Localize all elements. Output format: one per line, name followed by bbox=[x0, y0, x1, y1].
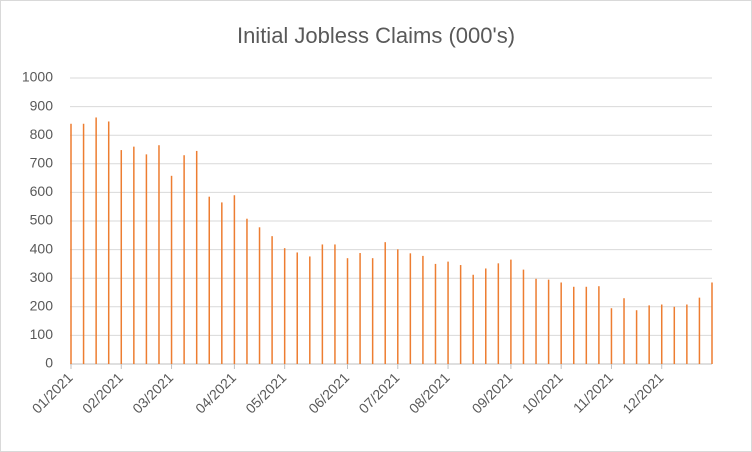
y-tick-label: 900 bbox=[30, 97, 54, 113]
bar bbox=[371, 258, 374, 364]
bar bbox=[497, 263, 500, 364]
bar bbox=[107, 121, 110, 364]
bar bbox=[422, 255, 424, 364]
bar bbox=[309, 256, 311, 364]
y-tick-label: 500 bbox=[30, 212, 54, 228]
y-tick-label: 1000 bbox=[22, 69, 53, 85]
bar bbox=[283, 248, 286, 364]
bar bbox=[271, 236, 273, 364]
bar bbox=[510, 259, 512, 364]
bar bbox=[158, 145, 160, 364]
y-tick-label: 0 bbox=[45, 355, 53, 371]
bar bbox=[623, 298, 625, 364]
y-tick-label: 700 bbox=[30, 155, 54, 171]
bar bbox=[485, 268, 487, 364]
bar bbox=[170, 175, 173, 364]
bar bbox=[397, 249, 399, 364]
bar bbox=[560, 282, 562, 364]
y-tick-label: 200 bbox=[30, 298, 54, 314]
bar bbox=[522, 269, 525, 364]
bar bbox=[409, 253, 412, 364]
chart-title: Initial Jobless Claims (000's) bbox=[237, 23, 515, 48]
bar bbox=[686, 304, 688, 364]
bar bbox=[70, 123, 72, 364]
bar bbox=[535, 278, 537, 364]
y-tick-label: 400 bbox=[30, 240, 54, 256]
bar bbox=[246, 218, 248, 364]
bar bbox=[120, 150, 123, 364]
bar bbox=[673, 306, 676, 364]
bar bbox=[459, 265, 462, 364]
bar bbox=[233, 195, 236, 364]
bar bbox=[145, 154, 148, 364]
bar bbox=[195, 150, 198, 364]
bar bbox=[711, 282, 713, 364]
bar bbox=[321, 244, 324, 364]
bar bbox=[635, 310, 638, 364]
y-tick-label: 300 bbox=[30, 269, 54, 285]
bar bbox=[660, 304, 663, 364]
y-tick-label: 100 bbox=[30, 326, 54, 342]
bar bbox=[346, 258, 349, 364]
y-tick-label: 800 bbox=[30, 126, 54, 142]
bar bbox=[133, 146, 135, 364]
bar bbox=[258, 227, 261, 364]
bar bbox=[547, 279, 550, 364]
bar bbox=[221, 202, 223, 364]
bar bbox=[610, 308, 613, 364]
bar bbox=[447, 261, 449, 364]
bar bbox=[359, 253, 361, 364]
bar bbox=[434, 263, 437, 364]
bar bbox=[598, 286, 600, 364]
bar bbox=[572, 286, 575, 364]
bar bbox=[95, 117, 97, 364]
bar bbox=[296, 252, 298, 364]
bar bbox=[82, 123, 85, 364]
bar bbox=[472, 274, 474, 364]
bar bbox=[334, 244, 336, 364]
bar bbox=[183, 155, 185, 364]
y-tick-label: 600 bbox=[30, 183, 54, 199]
bar bbox=[585, 286, 588, 364]
bar bbox=[698, 297, 701, 364]
bar bbox=[384, 242, 386, 364]
bar bbox=[208, 196, 211, 364]
bar bbox=[648, 305, 650, 364]
